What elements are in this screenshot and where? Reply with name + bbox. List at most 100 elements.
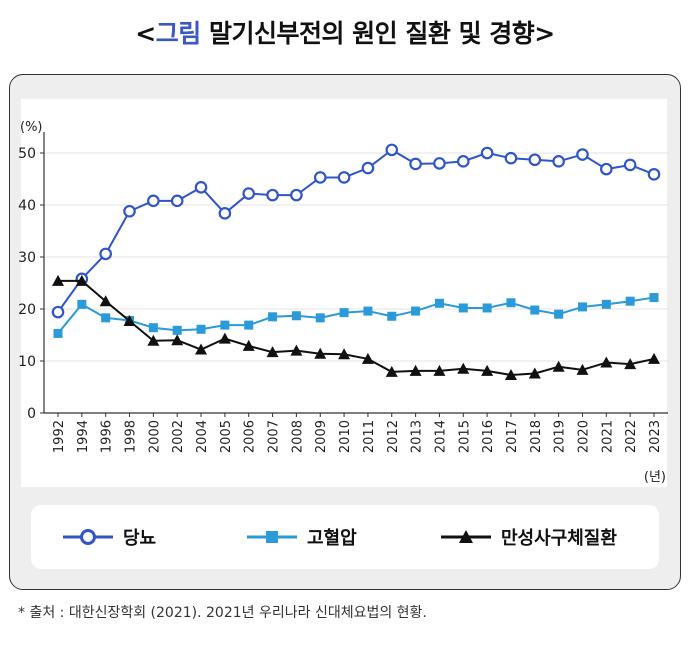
data-point <box>195 343 208 355</box>
legend-label-diabetes: 당뇨 <box>123 528 157 549</box>
data-point <box>268 312 278 322</box>
series-line-1 <box>57 296 655 335</box>
x-tick-label: 1998 <box>124 420 139 453</box>
data-point <box>363 306 373 316</box>
data-point <box>171 334 184 346</box>
data-point <box>196 324 206 334</box>
data-point <box>552 155 565 168</box>
x-axis-label: (년) <box>644 470 666 485</box>
data-point <box>361 161 375 175</box>
data-point <box>77 299 87 309</box>
data-point <box>504 151 518 165</box>
legend-marker-triangle-icon <box>441 530 491 543</box>
data-point <box>266 346 279 358</box>
data-point <box>53 328 63 338</box>
title-close-bracket: > <box>534 19 555 48</box>
data-point <box>625 296 635 306</box>
legend: 당뇨 고혈압 만성사구체질환 <box>31 505 659 569</box>
data-point <box>194 181 208 194</box>
data-point <box>51 305 65 319</box>
x-tick-label: 2010 <box>338 420 353 453</box>
data-point <box>482 303 492 313</box>
data-point <box>147 334 160 346</box>
x-tick-label: 2021 <box>600 420 615 453</box>
legend-item-diabetes: 당뇨 <box>61 505 156 569</box>
data-point <box>530 305 540 315</box>
data-point <box>624 358 637 370</box>
data-point <box>242 339 255 351</box>
y-tick-label: 30 <box>18 250 36 266</box>
data-point <box>649 293 659 303</box>
data-point <box>385 365 398 377</box>
page-title: <그림 말기신부전의 원인 질환 및 경향> <box>0 14 690 50</box>
data-point <box>290 344 303 356</box>
x-tick-label: 2020 <box>576 420 591 453</box>
data-point <box>52 274 64 286</box>
data-point <box>313 171 327 184</box>
data-point <box>101 313 111 323</box>
data-point <box>577 302 587 312</box>
title-accent: 그림 <box>155 19 202 48</box>
x-tick-label: 2012 <box>386 420 401 453</box>
y-tick-label: 10 <box>18 354 36 370</box>
data-point <box>481 364 494 376</box>
data-point <box>647 168 661 181</box>
x-tick-label: 2019 <box>553 420 568 453</box>
y-axis-label: (%) <box>20 120 43 135</box>
legend-label-hypertension: 고혈압 <box>307 528 357 549</box>
data-point <box>623 158 637 172</box>
data-point <box>576 148 589 161</box>
data-point <box>290 188 303 202</box>
data-point <box>409 364 422 376</box>
legend-marker-circle-icon <box>63 529 113 545</box>
x-tick-label: 2009 <box>314 420 329 453</box>
data-point <box>361 352 374 364</box>
data-point <box>244 320 254 330</box>
x-tick-label: 1992 <box>52 420 67 453</box>
x-tick-label: 2023 <box>648 420 663 453</box>
data-point <box>600 162 613 176</box>
data-point <box>554 309 564 319</box>
legend-label-glomerular: 만성사구체질환 <box>501 528 617 549</box>
data-point <box>172 325 182 335</box>
title-open-bracket: < <box>135 19 156 48</box>
x-tick-label: 2002 <box>171 420 186 453</box>
data-point <box>148 323 158 333</box>
data-point <box>315 313 325 323</box>
data-point <box>220 320 230 330</box>
data-point <box>218 332 231 344</box>
data-point <box>123 314 136 326</box>
data-point <box>147 194 160 208</box>
title-text: 말기신부전의 원인 질환 및 경향 <box>208 19 535 48</box>
x-tick-label: 2004 <box>195 420 210 453</box>
data-point <box>457 362 470 374</box>
x-tick-label: 2018 <box>529 420 544 453</box>
y-tick-label: 20 <box>18 302 36 318</box>
x-tick-label: 2011 <box>362 420 377 453</box>
data-point <box>338 348 351 360</box>
data-point <box>433 157 446 170</box>
data-point <box>409 157 422 171</box>
x-tick-label: 2014 <box>433 420 448 453</box>
data-point <box>242 187 256 200</box>
series-line-0 <box>57 148 655 313</box>
series-line-2 <box>58 279 655 377</box>
data-point <box>387 311 397 321</box>
data-point <box>266 188 279 202</box>
x-tick-label: 2022 <box>624 420 639 453</box>
legend-item-hypertension: 고혈압 <box>245 505 357 569</box>
data-point <box>339 308 349 318</box>
data-point <box>600 356 613 368</box>
x-tick-label: 2016 <box>481 420 496 453</box>
footnote: * 출처 : 대한신장학회 (2021). 2021년 우리나라 신대체요법의 … <box>18 605 427 621</box>
x-tick-label: 2015 <box>457 420 472 453</box>
data-point <box>480 146 494 160</box>
data-point <box>458 303 468 313</box>
data-point <box>576 363 589 375</box>
x-tick-label: 2008 <box>290 420 305 453</box>
data-point <box>99 295 112 307</box>
x-tick-label: 1994 <box>76 420 91 453</box>
x-tick-label: 2000 <box>147 420 162 453</box>
data-point <box>506 298 516 308</box>
data-point <box>218 207 232 220</box>
